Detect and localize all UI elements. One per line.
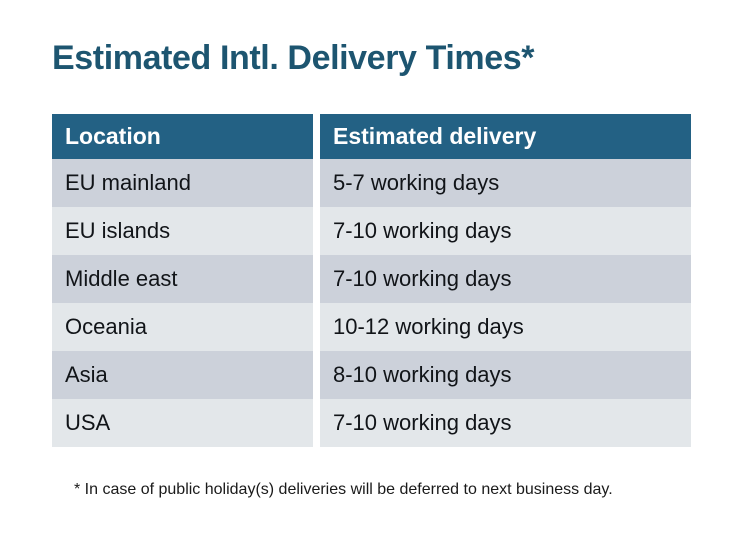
cell-delivery: 7-10 working days [320, 399, 691, 447]
footnote-text: * In case of public holiday(s) deliverie… [74, 481, 613, 498]
cell-delivery: 7-10 working days [320, 207, 691, 255]
cell-location: Middle east [52, 255, 313, 303]
cell-location: Asia [52, 351, 313, 399]
cell-location: Oceania [52, 303, 313, 351]
table-row: USA 7-10 working days [52, 399, 691, 447]
column-header-estimated-delivery: Estimated delivery [320, 114, 691, 159]
cell-delivery: 7-10 working days [320, 255, 691, 303]
table-row: EU mainland 5-7 working days [52, 159, 691, 207]
table-row: Middle east 7-10 working days [52, 255, 691, 303]
delivery-times-table: Location Estimated delivery EU mainland … [52, 114, 691, 447]
column-header-location: Location [52, 114, 313, 159]
cell-delivery: 5-7 working days [320, 159, 691, 207]
table-header-row: Location Estimated delivery [52, 114, 691, 159]
page-title: Estimated Intl. Delivery Times* [52, 39, 535, 77]
cell-location: USA [52, 399, 313, 447]
cell-delivery: 8-10 working days [320, 351, 691, 399]
table-row: Oceania 10-12 working days [52, 303, 691, 351]
cell-delivery: 10-12 working days [320, 303, 691, 351]
cell-location: EU mainland [52, 159, 313, 207]
table-row: Asia 8-10 working days [52, 351, 691, 399]
table-row: EU islands 7-10 working days [52, 207, 691, 255]
cell-location: EU islands [52, 207, 313, 255]
